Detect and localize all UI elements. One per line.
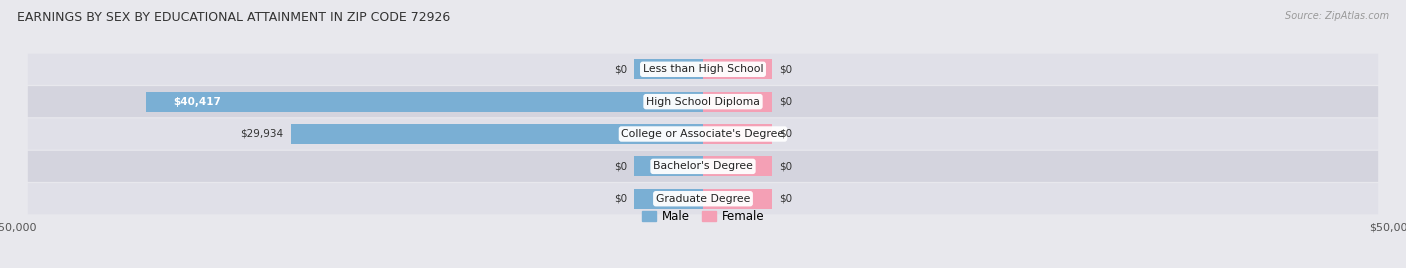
Legend: Male, Female: Male, Female bbox=[637, 205, 769, 228]
Text: $0: $0 bbox=[779, 161, 792, 171]
Bar bbox=[146, 92, 703, 112]
Text: Bachelor's Degree: Bachelor's Degree bbox=[652, 161, 754, 171]
Bar bbox=[634, 59, 703, 79]
FancyBboxPatch shape bbox=[28, 54, 1378, 85]
Text: $0: $0 bbox=[614, 161, 627, 171]
Text: $0: $0 bbox=[779, 129, 792, 139]
FancyBboxPatch shape bbox=[28, 151, 1378, 182]
FancyBboxPatch shape bbox=[28, 118, 1378, 150]
Bar bbox=[703, 92, 772, 112]
Text: Graduate Degree: Graduate Degree bbox=[655, 194, 751, 204]
Text: $0: $0 bbox=[614, 64, 627, 74]
Bar bbox=[703, 156, 772, 176]
Text: $40,417: $40,417 bbox=[174, 97, 222, 107]
Text: $0: $0 bbox=[779, 194, 792, 204]
Bar bbox=[291, 124, 703, 144]
Text: $0: $0 bbox=[779, 64, 792, 74]
Bar bbox=[703, 124, 772, 144]
FancyBboxPatch shape bbox=[28, 86, 1378, 117]
Text: $0: $0 bbox=[779, 97, 792, 107]
Text: High School Diploma: High School Diploma bbox=[647, 97, 759, 107]
Bar bbox=[703, 189, 772, 209]
Bar bbox=[634, 156, 703, 176]
Bar bbox=[634, 189, 703, 209]
Text: Source: ZipAtlas.com: Source: ZipAtlas.com bbox=[1285, 11, 1389, 21]
Bar bbox=[703, 59, 772, 79]
FancyBboxPatch shape bbox=[28, 183, 1378, 214]
Text: Less than High School: Less than High School bbox=[643, 64, 763, 74]
Text: $0: $0 bbox=[614, 194, 627, 204]
Text: EARNINGS BY SEX BY EDUCATIONAL ATTAINMENT IN ZIP CODE 72926: EARNINGS BY SEX BY EDUCATIONAL ATTAINMEN… bbox=[17, 11, 450, 24]
Text: College or Associate's Degree: College or Associate's Degree bbox=[621, 129, 785, 139]
Text: $29,934: $29,934 bbox=[240, 129, 284, 139]
